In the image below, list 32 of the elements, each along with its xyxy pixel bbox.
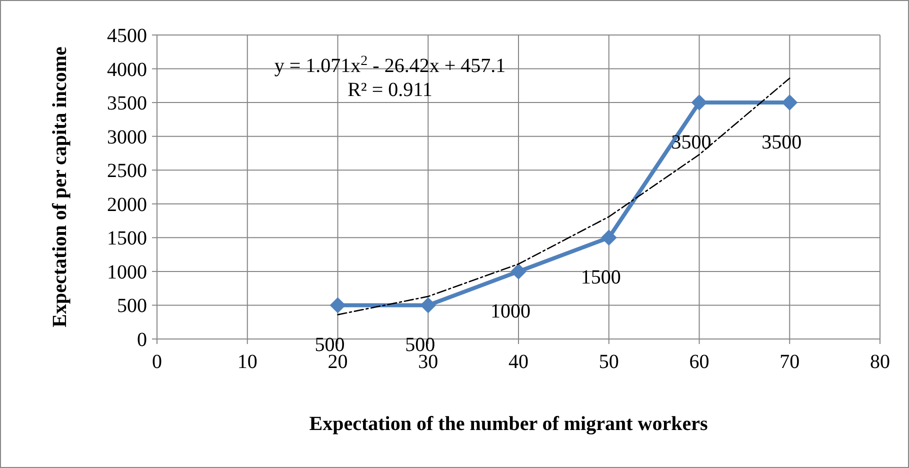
x-tick-label: 0: [152, 351, 162, 373]
point: [782, 94, 798, 111]
data-label: 1500: [580, 266, 621, 289]
y-tick-label: 1000: [107, 261, 147, 284]
x-axis-title: Expectation of the number of migrant workers: [309, 413, 708, 435]
y-tick-label: 500: [117, 295, 147, 318]
y-tick-label: 2500: [107, 160, 147, 182]
annotation: y = 1.071x$^{2}$ - 26.42x + 457.1: [274, 54, 506, 77]
annotation: R² = 0.911: [348, 79, 432, 101]
point: [691, 94, 708, 111]
x-tick-label: 70: [780, 351, 800, 373]
y-tick-label: 3500: [107, 92, 147, 115]
y-tick-label: 1500: [107, 228, 147, 250]
point: [600, 230, 617, 246]
x-tick-label: 50: [598, 351, 619, 373]
x-tick-label: 10: [237, 351, 258, 373]
data-label: 1000: [490, 300, 530, 322]
y-tick-label: 4500: [107, 25, 147, 47]
point: [330, 297, 346, 314]
point: [420, 297, 436, 314]
x-tick-label: 80: [870, 351, 890, 373]
x-tick-label: 20: [328, 351, 348, 373]
x-tick-label: 60: [689, 351, 710, 373]
x-tick-label: 40: [508, 351, 528, 373]
y-tick-label: 2000: [107, 194, 147, 216]
y-tick-label: 3000: [107, 126, 147, 148]
data-label: 3500: [762, 132, 802, 154]
y-axis-title: Expectation of per capita income: [49, 46, 71, 328]
y-tick-label: 4000: [107, 58, 147, 81]
y-tick-label: 0: [137, 329, 147, 351]
x-tick-label: 30: [418, 351, 438, 373]
point: [510, 263, 526, 280]
